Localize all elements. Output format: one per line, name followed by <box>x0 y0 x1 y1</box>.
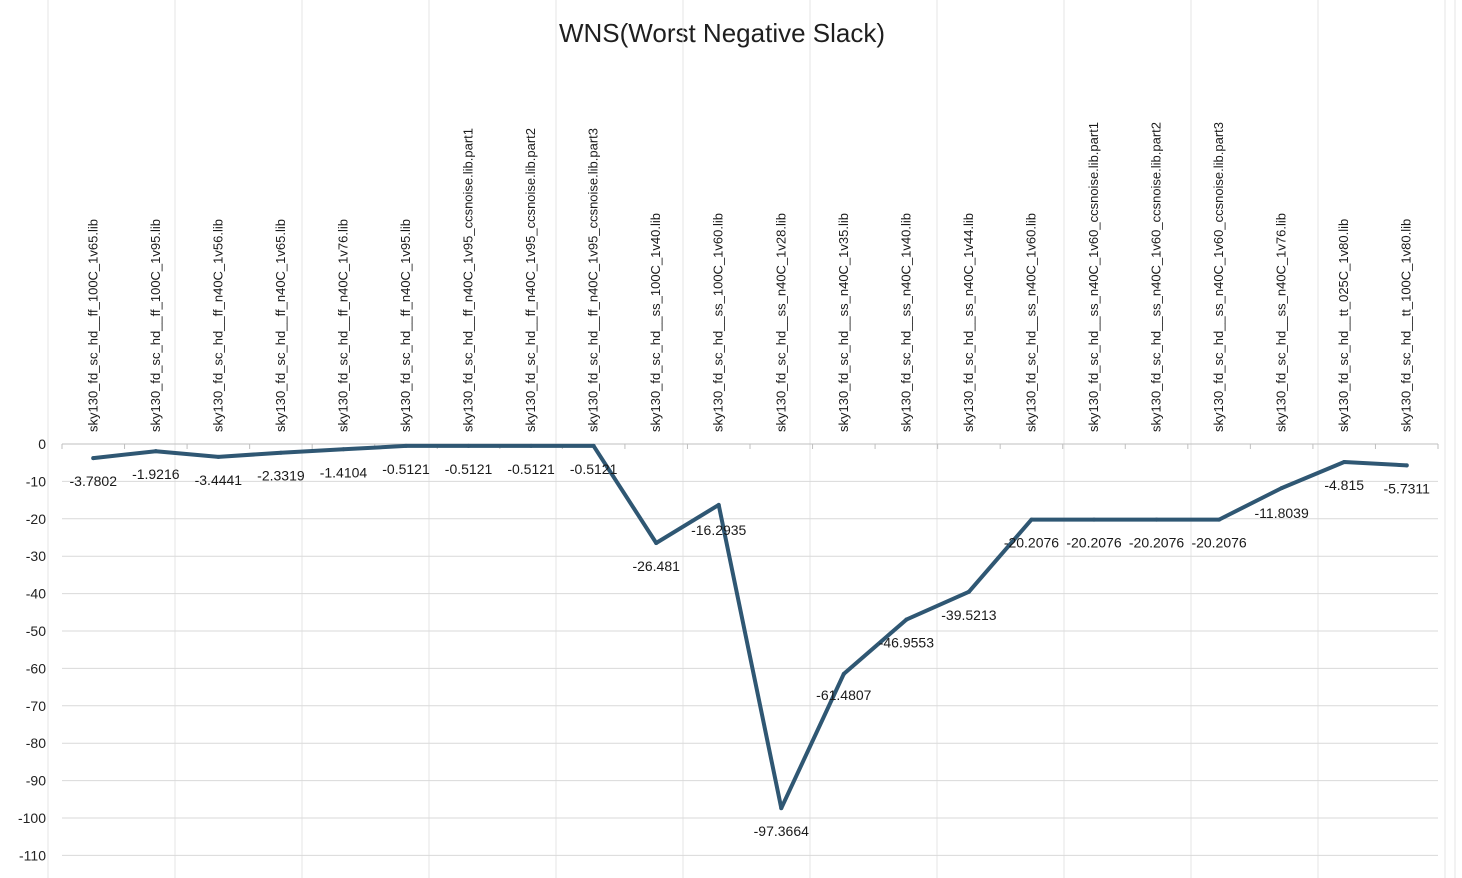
data-point <box>1029 517 1034 522</box>
data-label: -2.3319 <box>257 468 305 484</box>
x-category-label: sky130_fd_sc_hd__ss_100C_1v60.lib <box>711 213 726 432</box>
x-category-label: sky130_fd_sc_hd__ff_n40C_1v95_ccsnoise.l… <box>523 128 538 432</box>
y-tick-label: -90 <box>26 773 46 789</box>
x-category-label: sky130_fd_sc_hd__ss_n40C_1v35.lib <box>836 213 851 432</box>
y-tick-label: -20 <box>26 511 46 527</box>
x-category-label: sky130_fd_sc_hd__ff_100C_1v95.lib <box>148 219 163 432</box>
x-category-label: sky130_fd_sc_hd__ff_n40C_1v95_ccsnoise.l… <box>586 128 601 432</box>
x-category-label: sky130_fd_sc_hd__ff_100C_1v65.lib <box>85 219 100 432</box>
data-point <box>91 456 96 461</box>
x-category-label: sky130_fd_sc_hd__ss_n40C_1v76.lib <box>1274 213 1289 432</box>
data-label: -11.8039 <box>1255 505 1309 521</box>
data-label: -4.815 <box>1324 477 1364 493</box>
data-label: -0.5121 <box>445 461 493 477</box>
data-point <box>153 449 158 454</box>
data-point <box>1092 517 1096 522</box>
data-label: -1.9216 <box>132 466 180 482</box>
data-label: -20.2076 <box>1004 535 1059 551</box>
data-point <box>216 454 221 459</box>
data-point <box>529 443 534 448</box>
series-line <box>91 443 1409 811</box>
data-label: -16.2935 <box>691 522 746 538</box>
data-label: -20.2076 <box>1129 535 1184 551</box>
data-label: -0.5121 <box>570 461 618 477</box>
y-tick-label: -40 <box>26 586 46 602</box>
x-category-label: sky130_fd_sc_hd__ff_n40C_1v56.lib <box>210 219 225 432</box>
y-tick-label: -30 <box>26 548 46 564</box>
x-category-label: sky130_fd_sc_hd__ss_n40C_1v60_ccsnoise.l… <box>1149 122 1164 432</box>
data-point <box>966 589 971 594</box>
x-category-label: sky130_fd_sc_hd__ss_100C_1v40.lib <box>648 213 663 432</box>
data-label: -0.5121 <box>382 461 430 477</box>
data-label: -0.5121 <box>507 461 555 477</box>
data-point <box>1154 517 1159 522</box>
x-category-label: sky130_fd_sc_hd__ss_n40C_1v60_ccsnoise.l… <box>1211 122 1226 432</box>
x-category-label: sky130_fd_sc_hd__ss_n40C_1v40.lib <box>898 213 913 432</box>
data-point <box>654 541 659 546</box>
data-point <box>779 806 784 811</box>
data-point <box>1217 517 1222 522</box>
y-tick-label: -70 <box>26 698 46 714</box>
x-category-label: sky130_fd_sc_hd__ss_n40C_1v60.lib <box>1023 213 1038 432</box>
x-category-label: sky130_fd_sc_hd__ff_n40C_1v95_ccsnoise.l… <box>461 128 476 432</box>
data-point <box>1279 486 1284 491</box>
y-tick-label: -80 <box>26 735 46 751</box>
data-label: -20.2076 <box>1066 535 1121 551</box>
data-label: -39.5213 <box>941 607 996 623</box>
data-point <box>591 443 596 448</box>
y-tick-label: 0 <box>38 436 46 452</box>
y-tick-label: -110 <box>19 847 46 863</box>
data-point <box>404 443 408 448</box>
data-label: -20.2076 <box>1191 535 1246 551</box>
y-tick-label: -100 <box>18 810 46 826</box>
data-point <box>716 502 721 507</box>
data-point <box>1404 463 1409 468</box>
data-label: -97.3664 <box>754 823 809 839</box>
data-label: -5.7311 <box>1384 480 1431 496</box>
data-label: -61.4807 <box>816 687 871 703</box>
data-label: -3.7802 <box>70 473 118 489</box>
x-category-label: sky130_fd_sc_hd__tt_025C_1v80.lib <box>1336 219 1351 432</box>
data-label: -26.481 <box>632 558 680 574</box>
data-point <box>278 450 283 455</box>
data-label: -1.4104 <box>320 464 368 480</box>
data-point <box>1342 460 1347 465</box>
data-point <box>841 671 846 676</box>
data-point <box>904 617 909 622</box>
x-category-label: sky130_fd_sc_hd__ss_n40C_1v44.lib <box>961 213 976 432</box>
chart-title: WNS(Worst Negative Slack) <box>558 18 886 48</box>
x-category-label: sky130_fd_sc_hd__ff_n40C_1v65.lib <box>273 219 288 432</box>
data-label: -46.9553 <box>879 635 934 651</box>
y-tick-label: -50 <box>26 623 46 639</box>
data-point <box>466 443 471 448</box>
y-tick-label: -60 <box>26 660 46 676</box>
x-category-label: sky130_fd_sc_hd__ff_n40C_1v95.lib <box>398 219 413 432</box>
x-category-label: sky130_fd_sc_hd__ss_n40C_1v28.lib <box>773 213 788 432</box>
y-tick-label: -10 <box>26 473 46 489</box>
x-category-label: sky130_fd_sc_hd__ff_n40C_1v76.lib <box>335 219 350 432</box>
x-category-label: sky130_fd_sc_hd__tt_100C_1v80.lib <box>1399 219 1414 432</box>
data-point <box>341 447 346 452</box>
data-label: -3.4441 <box>195 472 243 488</box>
x-category-label: sky130_fd_sc_hd__ss_n40C_1v60_ccsnoise.l… <box>1086 122 1101 432</box>
